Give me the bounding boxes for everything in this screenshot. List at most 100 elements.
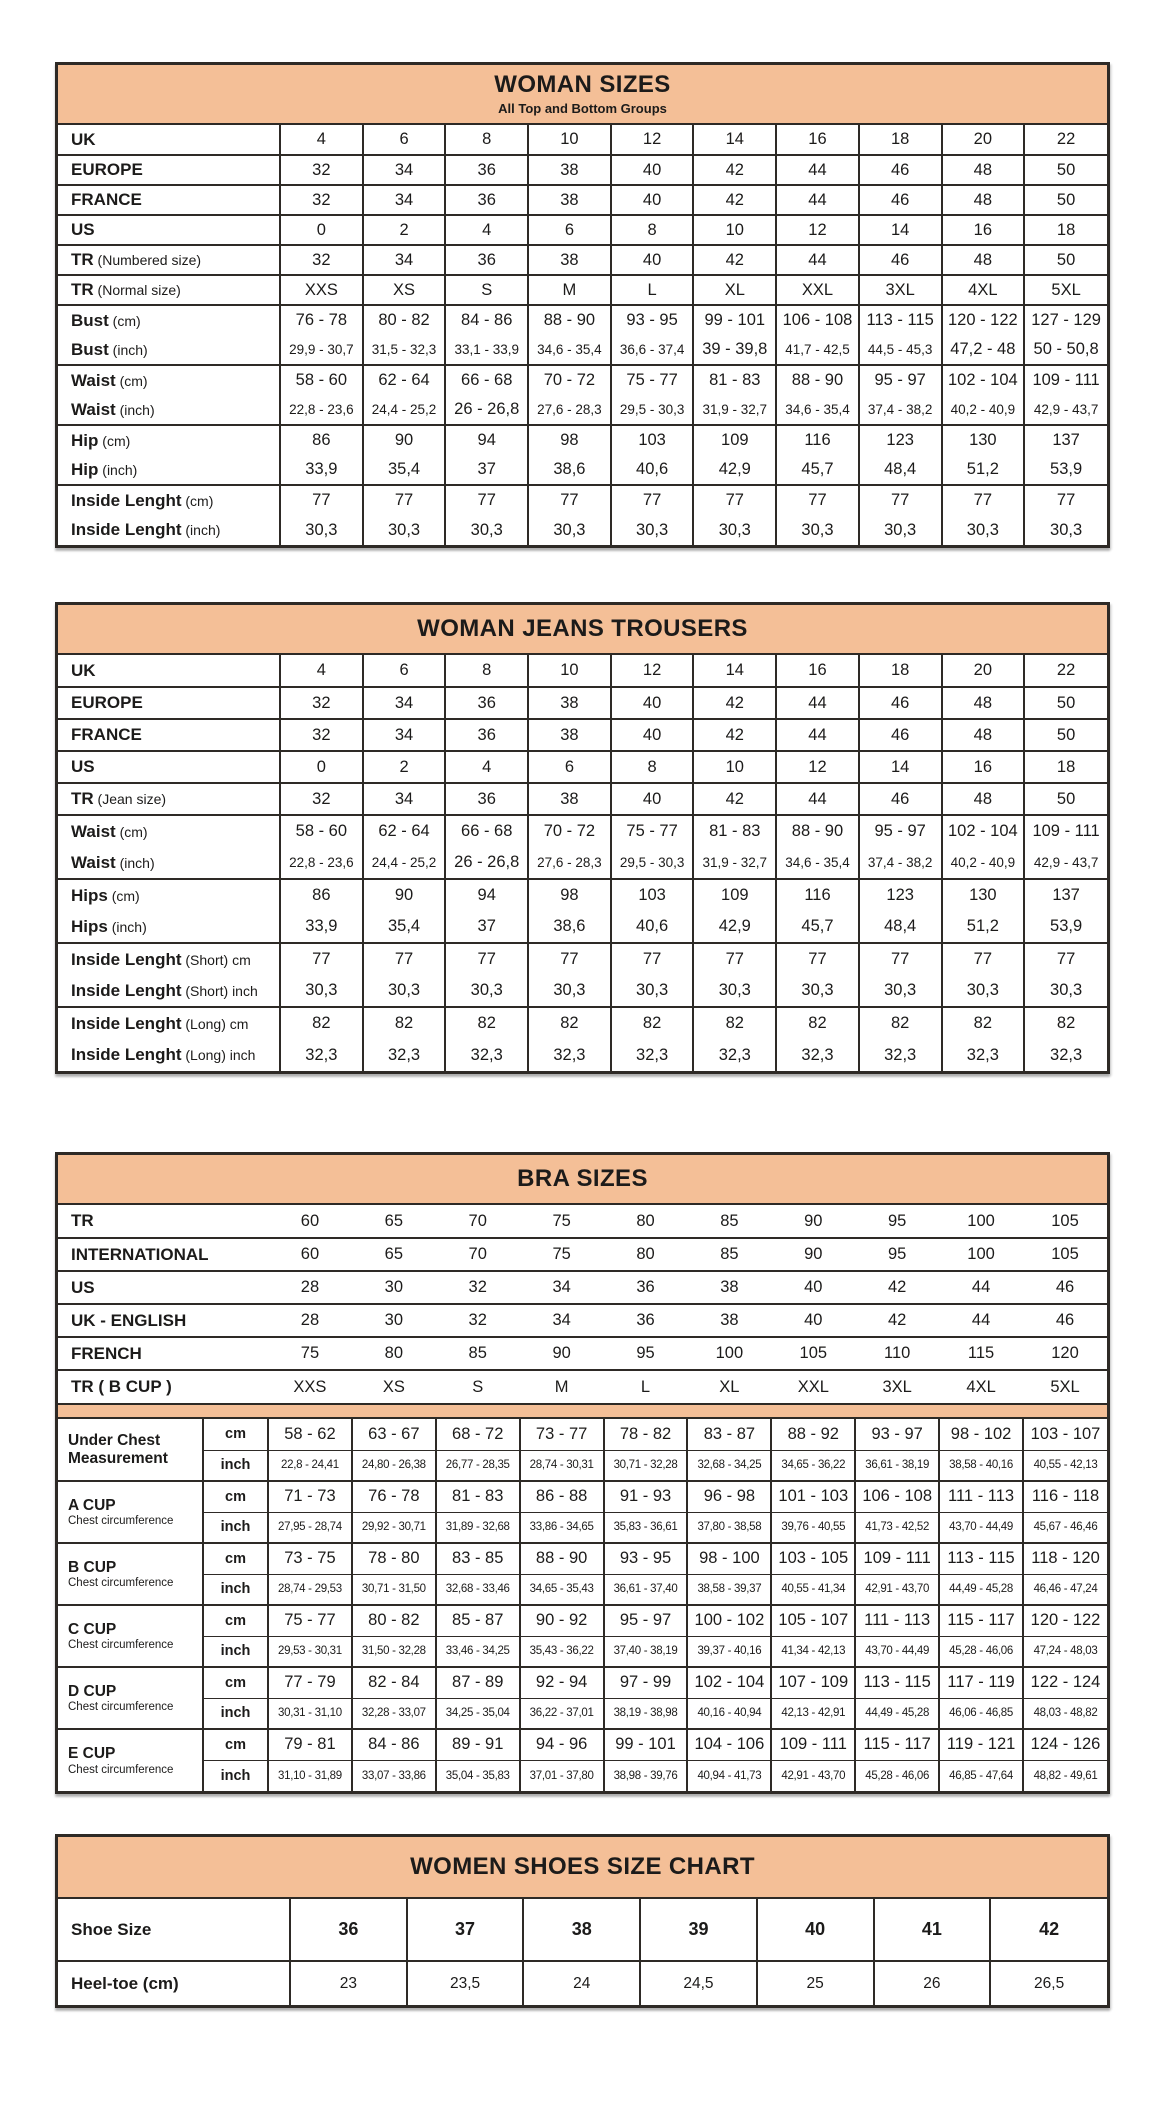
size-value-cell: 81 - 83 [692, 364, 777, 395]
size-value-cell: 80 - 82 [350, 1604, 436, 1636]
size-value-cell: 115 - 117 [938, 1604, 1024, 1636]
size-value-cell: 100 - 102 [686, 1604, 772, 1636]
bra-sizes-table: BRA SIZES TR 60 65 70 75 80 85 90 95 100 105 INTERN… [55, 1152, 1110, 1794]
size-value-cell: 77 [1023, 484, 1107, 515]
size-value-cell: 82 [940, 1006, 1025, 1039]
size-value-cell: 14 [692, 125, 777, 155]
table-row: Waist (cm) 58 - 60 62 - 64 66 - 68 70 - 72 75… [58, 364, 1107, 395]
row-group: TR 60 65 70 75 80 85 90 95 100 105 INTERNATIONAL 60 6… [58, 1205, 1107, 1403]
row-label-text: Bust [71, 339, 109, 359]
cup-subtitle: Chest circumference [68, 1639, 174, 1652]
size-value-cell: 77 [857, 942, 942, 975]
size-value-cell: 36 [444, 184, 529, 215]
size-value-cell: 120 - 122 [940, 304, 1025, 335]
size-value-cell: 50 [1023, 782, 1107, 815]
size-value-cell: 84 - 86 [444, 304, 529, 335]
size-value-cell: 32 [279, 244, 363, 275]
size-value-cell: 130 [940, 878, 1025, 911]
woman-jeans-grid: UK 4 6 8 10 12 14 16 18 20 22 EUROPE 32 34 36 38 40 42 44 4… [58, 655, 1107, 1071]
size-value-cell: 8 [444, 125, 529, 155]
size-value-cell: 77 [775, 484, 859, 515]
size-value-cell: 99 - 101 [692, 304, 777, 335]
size-value-cell: 32 [279, 718, 363, 751]
size-value-cell: 44 [775, 184, 859, 215]
row-label-note: (Jean size) [93, 791, 167, 807]
size-value-cell: 32,3 [692, 1039, 777, 1071]
size-value-cell: 27,6 - 28,3 [527, 395, 611, 425]
row-label-note: (Long) inch [181, 1047, 256, 1063]
size-value-cell: 2 [361, 750, 446, 783]
size-value-cell: 38,19 - 38,98 [602, 1697, 688, 1729]
row-label: UK [58, 655, 280, 687]
size-value-cell: 34 [361, 244, 446, 275]
row-group: Waist (cm) 58 - 60 62 - 64 66 - 68 70 - 72 75… [58, 814, 1107, 879]
size-value-cell: 22 [1023, 125, 1107, 155]
row-group: US 0 2 4 6 8 10 12 14 16 18 [58, 214, 1107, 245]
row-group: Inside Lenght (Short) cm 77 77 77 77 77 77 77 77… [58, 942, 1107, 1007]
size-value-cell: 2 [361, 214, 446, 245]
cup-label: D CUP Chest circumference [58, 1666, 203, 1729]
table-row: Heel-toe (cm) 23 23,5 24 24,5 25 26 26,5 [58, 1960, 1107, 2005]
size-value-cell: 77 [361, 484, 446, 515]
bra-sizes-header: BRA SIZES [58, 1155, 1107, 1205]
cup-label: B CUP Chest circumference [58, 1542, 203, 1605]
cup-subtitle: Chest circumference [68, 1577, 174, 1590]
size-value-cell: 40 [771, 1303, 856, 1337]
size-value-cell: 12 [775, 214, 859, 245]
size-value-cell: 18 [857, 125, 942, 155]
size-value-cell: 37,4 - 38,2 [857, 847, 942, 879]
size-value-cell: 20 [940, 655, 1025, 687]
size-value-cell: 31,89 - 32,68 [434, 1511, 520, 1543]
size-value-cell: 123 [857, 424, 942, 455]
row-group: Shoe Size 36 37 38 39 40 41 42 Heel-toe (cm) 23 23… [58, 1899, 1107, 2005]
size-value-cell: 27,95 - 28,74 [267, 1511, 352, 1543]
size-value-cell: 22,8 - 23,6 [279, 395, 363, 425]
size-value-cell: 103 - 105 [770, 1542, 856, 1574]
table-row: Waist (cm) 58 - 60 62 - 64 66 - 68 70 - 72 75… [58, 814, 1107, 847]
size-value-cell: 93 - 95 [609, 304, 694, 335]
row-label-note: (cm) [108, 312, 141, 329]
size-value-cell: 46 [857, 782, 942, 815]
table-row: Hips (cm) 86 90 94 98 103 109 116 123 130 137 [58, 878, 1107, 911]
size-value-cell: 36,61 - 37,40 [602, 1573, 688, 1605]
size-value-cell: 6 [527, 214, 611, 245]
size-value-cell: 46 [857, 184, 942, 215]
table-row: inch 22,8 - 24,41 24,80 - 26,38 26,77 - 28,… [58, 1449, 1107, 1481]
size-value-cell: 30,3 [279, 975, 363, 1007]
size-value-cell: 34,65 - 36,22 [770, 1449, 856, 1481]
size-value-cell: 30,3 [1023, 975, 1107, 1007]
table-row: US 28 30 32 34 36 38 40 42 44 46 [58, 1270, 1107, 1304]
size-value-cell: 42 [989, 1899, 1107, 1961]
unit-label: inch [202, 1759, 268, 1791]
row-label: Waist (inch) [58, 395, 280, 425]
size-value-cell: 88 - 90 [527, 304, 611, 335]
size-value-cell: 47,24 - 48,03 [1022, 1635, 1107, 1667]
size-value-cell: 36 [444, 154, 529, 185]
row-label-note: (cm) [181, 492, 214, 509]
row-group: TR (Normal size) XXS XS S M L XL XXL 3XL 4XL 5XL [58, 274, 1107, 305]
size-value-cell: 70 - 72 [527, 364, 611, 395]
unit-label: cm [202, 1419, 268, 1450]
size-value-cell: 77 [857, 484, 942, 515]
size-value-cell: 116 [775, 424, 859, 455]
row-label-text: Inside Lenght [71, 1045, 182, 1064]
size-value-cell: 38 [687, 1303, 772, 1337]
cup-name: B CUP [68, 1558, 117, 1576]
row-label: EUROPE [58, 154, 280, 185]
size-value-cell: 34,65 - 35,43 [518, 1573, 604, 1605]
size-value-cell: 36,61 - 38,19 [854, 1449, 940, 1481]
row-group: FRANCE 32 34 36 38 40 42 44 46 48 50 [58, 184, 1107, 215]
size-value-cell: 109 - 111 [770, 1728, 856, 1760]
size-value-cell: 106 - 108 [775, 304, 859, 335]
row-label-note: (cm) [115, 823, 148, 840]
size-value-cell: 5XL [1023, 274, 1107, 305]
size-value-cell: 50 [1023, 154, 1107, 185]
table-row: B CUP Chest circumference cm 73 - 75 78 - 80… [58, 1542, 1107, 1605]
row-label-text: TR [71, 280, 94, 299]
size-value-cell: 32,68 - 33,46 [434, 1573, 520, 1605]
size-value-cell: 92 - 94 [518, 1666, 604, 1698]
size-value-cell: 40 [609, 718, 694, 751]
size-value-cell: 65 [351, 1237, 436, 1271]
row-label: Inside Lenght (cm) [58, 484, 280, 515]
row-group: Hip (cm) 86 90 94 98 103 109 116 123 130 137 Hip (i… [58, 424, 1107, 485]
